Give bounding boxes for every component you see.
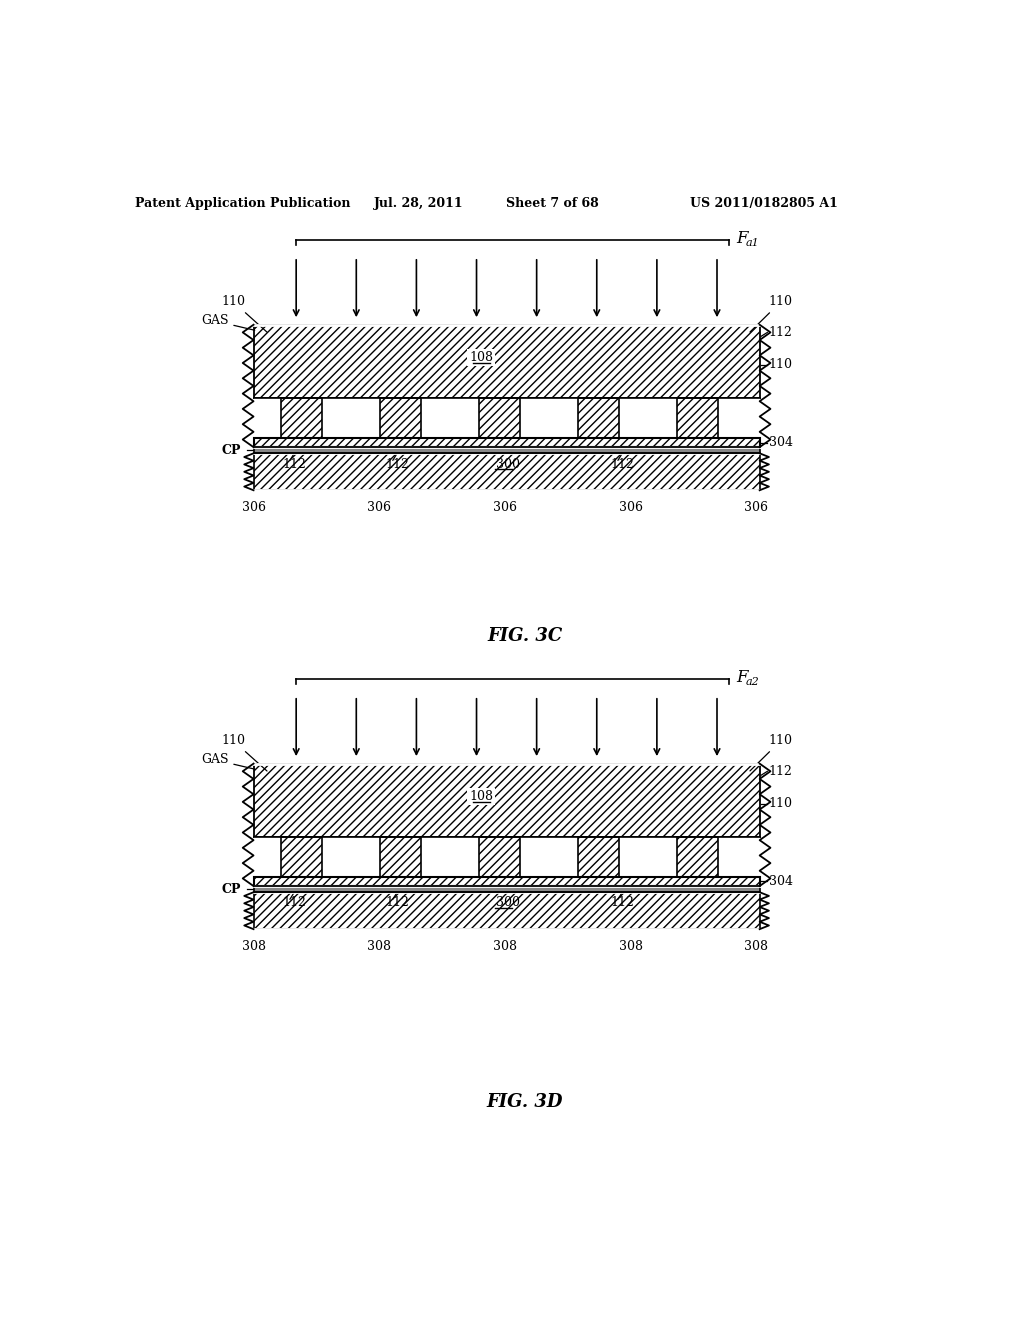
Bar [479, 837, 520, 876]
Text: US 2011/0182805 A1: US 2011/0182805 A1 [689, 197, 838, 210]
Text: 306: 306 [368, 500, 391, 513]
Text: 110: 110 [769, 359, 793, 371]
Bar [678, 397, 718, 438]
Bar [282, 837, 322, 876]
Bar [579, 397, 618, 438]
Bar [618, 397, 678, 438]
Text: 306: 306 [744, 500, 768, 513]
Text: Patent Application Publication: Patent Application Publication [135, 197, 350, 210]
Text: a1: a1 [745, 238, 760, 248]
Text: 108: 108 [469, 351, 494, 364]
Text: 308: 308 [618, 940, 643, 953]
Text: 304: 304 [769, 436, 793, 449]
Text: 306: 306 [618, 500, 643, 513]
Bar [618, 837, 678, 876]
Bar [254, 397, 282, 438]
Bar [718, 837, 760, 876]
Text: GAS: GAS [201, 314, 255, 330]
Bar [381, 837, 421, 876]
Text: 112: 112 [769, 326, 793, 339]
Text: Sheet 7 of 68: Sheet 7 of 68 [506, 197, 599, 210]
Text: 112: 112 [610, 896, 634, 909]
Text: 110: 110 [221, 734, 267, 771]
Bar [421, 397, 479, 438]
Bar [579, 837, 618, 876]
Text: CP: CP [221, 883, 241, 896]
Bar [479, 397, 520, 438]
Text: 110: 110 [769, 797, 793, 810]
Text: 110: 110 [750, 734, 793, 771]
Text: FIG. 3D: FIG. 3D [486, 1093, 563, 1110]
Text: 308: 308 [242, 940, 266, 953]
Text: FIG. 3C: FIG. 3C [487, 627, 562, 644]
Text: 300: 300 [496, 458, 520, 471]
Text: 112: 112 [283, 896, 306, 909]
Bar [282, 397, 322, 438]
Bar [254, 763, 760, 837]
Text: F: F [736, 669, 748, 686]
Text: 308: 308 [744, 940, 768, 953]
Text: 110: 110 [221, 296, 267, 333]
Text: 304: 304 [769, 875, 793, 888]
Text: F: F [736, 230, 748, 247]
Text: 108: 108 [469, 791, 494, 803]
Bar [322, 397, 381, 438]
Bar [254, 892, 760, 929]
Text: Jul. 28, 2011: Jul. 28, 2011 [374, 197, 464, 210]
Text: CP: CP [221, 444, 241, 457]
Text: GAS: GAS [201, 754, 255, 770]
Text: 306: 306 [242, 500, 266, 513]
Bar [254, 438, 760, 447]
Text: 300: 300 [496, 896, 520, 909]
Text: 306: 306 [493, 500, 517, 513]
Bar [254, 325, 760, 397]
Bar [322, 837, 381, 876]
Text: 110: 110 [750, 296, 793, 333]
Bar [254, 876, 760, 886]
Text: 112: 112 [769, 764, 793, 777]
Bar [678, 837, 718, 876]
Bar [381, 397, 421, 438]
Text: 112: 112 [385, 458, 409, 471]
Text: 308: 308 [493, 940, 517, 953]
Text: 112: 112 [385, 896, 409, 909]
Bar [254, 886, 760, 892]
Text: 112: 112 [283, 458, 306, 471]
Bar [254, 453, 760, 490]
Bar [520, 837, 579, 876]
Text: a2: a2 [745, 677, 760, 686]
Bar [520, 397, 579, 438]
Text: 308: 308 [368, 940, 391, 953]
Bar [718, 397, 760, 438]
Text: 112: 112 [610, 458, 634, 471]
Bar [254, 837, 282, 876]
Bar [254, 447, 760, 453]
Bar [421, 837, 479, 876]
